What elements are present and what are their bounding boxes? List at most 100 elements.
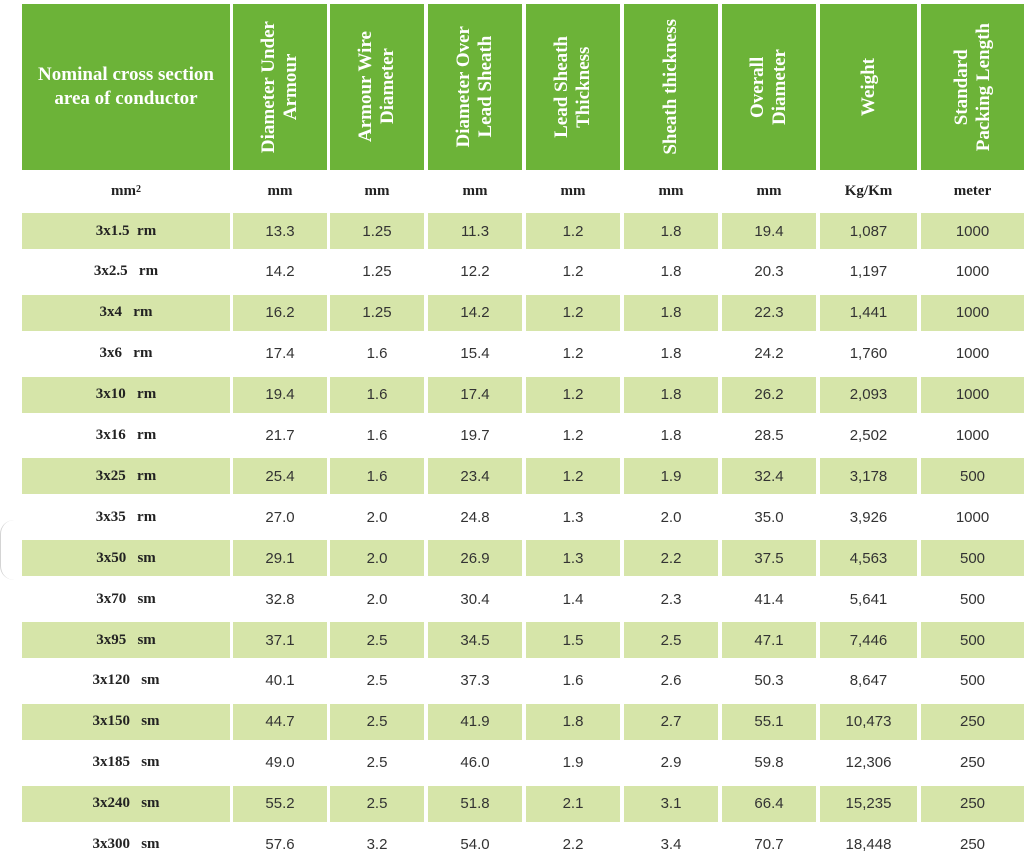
cell-standard-packing-length: 250 xyxy=(959,836,986,853)
unit-standard-packing-length: meter xyxy=(953,182,992,199)
unit-overall-diameter: mm xyxy=(756,182,782,199)
cell-overall-diameter: 22.3 xyxy=(722,294,816,331)
cell-cross-section: 3x4 rm xyxy=(22,294,230,331)
cell-standard-packing-length: 500 xyxy=(921,458,1024,495)
cell-sheath-thickness: 2.6 xyxy=(660,672,682,690)
cell-diameter-under-armour: 16.2 xyxy=(233,294,327,331)
table-row: 3x300 sm 57.6 3.2 54.0 2.2 3.4 70.7 18,448 250 xyxy=(0,827,1024,863)
cell-weight: 12,306 xyxy=(845,754,892,772)
header-standard-packing-length-label: Standard Packing Length xyxy=(950,22,994,152)
cell-weight: 1,197 xyxy=(849,263,888,281)
cell-overall-diameter: 55.1 xyxy=(722,703,816,740)
cell-standard-packing-length: 250 xyxy=(921,703,1024,740)
cell-lead-sheath-thickness: 1.2 xyxy=(562,263,584,281)
cell-overall-diameter: 26.2 xyxy=(722,376,816,413)
cell-sheath-thickness: 1.8 xyxy=(660,345,682,363)
cell-diameter-under-armour: 17.4 xyxy=(265,345,295,363)
unit-lead-sheath-thickness: mm xyxy=(560,182,586,199)
cell-armour-wire-diameter: 1.6 xyxy=(366,345,388,363)
header-armour-wire-diameter-label: Armour Wire Diameter xyxy=(355,31,398,143)
cell-lead-sheath-thickness: 1.2 xyxy=(526,458,620,495)
cell-weight: 4,563 xyxy=(820,540,917,577)
cell-armour-wire-diameter: 2.5 xyxy=(330,622,424,658)
cell-sheath-thickness: 2.7 xyxy=(624,703,718,740)
cell-lead-sheath-thickness: 1.9 xyxy=(562,754,584,772)
header-diameter-under-armour-label: Diameter Under Armour xyxy=(258,20,301,154)
unit-sheath-thickness: mm xyxy=(658,182,684,199)
cell-standard-packing-length: 1000 xyxy=(921,376,1024,413)
cell-armour-wire-diameter: 2.0 xyxy=(330,540,424,577)
cell-overall-diameter: 19.4 xyxy=(722,213,816,249)
cell-weight: 5,641 xyxy=(849,590,888,608)
cell-sheath-thickness: 1.9 xyxy=(624,458,718,495)
cell-sheath-thickness: 2.0 xyxy=(660,508,682,526)
cell-diameter-over-lead-sheath: 15.4 xyxy=(460,345,490,363)
cell-sheath-thickness: 1.8 xyxy=(624,213,718,249)
cell-sheath-thickness: 2.3 xyxy=(660,590,682,608)
cell-standard-packing-length: 500 xyxy=(959,590,986,608)
cell-sheath-thickness: 3.1 xyxy=(624,785,718,822)
cell-armour-wire-diameter: 1.6 xyxy=(330,458,424,495)
header-diameter-over-lead-sheath-label: Diameter Over Lead Sheath xyxy=(453,26,496,148)
header-weight-label: Weight xyxy=(857,57,879,117)
cell-overall-diameter: 47.1 xyxy=(722,622,816,658)
cell-armour-wire-diameter: 1.6 xyxy=(366,427,388,444)
header-weight: Weight xyxy=(820,4,917,170)
cell-lead-sheath-thickness: 1.5 xyxy=(526,622,620,658)
table-row: 3x50 sm 29.1 2.0 26.9 1.3 2.2 37.5 4,563 500 xyxy=(0,540,1024,577)
cell-armour-wire-diameter: 3.2 xyxy=(366,836,388,853)
cell-diameter-over-lead-sheath: 34.5 xyxy=(428,622,522,658)
cell-diameter-over-lead-sheath: 30.4 xyxy=(460,590,490,608)
cell-standard-packing-length: 1000 xyxy=(921,213,1024,249)
cell-lead-sheath-thickness: 1.6 xyxy=(562,672,584,690)
cell-armour-wire-diameter: 2.5 xyxy=(366,672,388,690)
cell-standard-packing-length: 1000 xyxy=(955,427,990,444)
cell-overall-diameter: 70.7 xyxy=(754,836,784,853)
table-row: 3x10 rm 19.4 1.6 17.4 1.2 1.8 26.2 2,093 1000 xyxy=(0,376,1024,413)
cell-lead-sheath-thickness: 1.2 xyxy=(526,213,620,249)
cell-overall-diameter: 28.5 xyxy=(754,427,784,444)
cell-cross-section: 3x150 sm xyxy=(22,703,230,740)
header-cross-section-label: Nominal cross section area of conductor xyxy=(38,64,214,109)
cell-weight: 3,178 xyxy=(820,458,917,495)
cell-diameter-under-armour: 57.6 xyxy=(265,836,295,853)
cell-armour-wire-diameter: 2.5 xyxy=(366,754,388,772)
cell-cross-section: 3x2.5 rm xyxy=(93,263,159,280)
table-row: 3x35 rm 27.0 2.0 24.8 1.3 2.0 35.0 3,926 1000 xyxy=(0,499,1024,535)
header-diameter-under-armour: Diameter Under Armour xyxy=(233,4,327,170)
cell-diameter-under-armour: 32.8 xyxy=(265,590,295,608)
cell-diameter-over-lead-sheath: 51.8 xyxy=(428,785,522,822)
header-sheath-thickness-label: Sheath thickness xyxy=(660,19,681,155)
cell-diameter-over-lead-sheath: 37.3 xyxy=(460,672,490,690)
cell-lead-sheath-thickness: 1.2 xyxy=(562,427,584,444)
cell-standard-packing-length: 1000 xyxy=(921,294,1024,331)
cell-weight: 3,926 xyxy=(849,508,888,526)
cell-armour-wire-diameter: 1.6 xyxy=(330,376,424,413)
cell-overall-diameter: 41.4 xyxy=(754,590,784,608)
cell-overall-diameter: 35.0 xyxy=(754,508,784,526)
cell-diameter-under-armour: 25.4 xyxy=(233,458,327,495)
cell-diameter-under-armour: 55.2 xyxy=(233,785,327,822)
unit-diameter-under-armour: mm xyxy=(267,182,293,199)
cell-cross-section: 3x185 sm xyxy=(92,754,160,771)
cell-diameter-over-lead-sheath: 54.0 xyxy=(460,836,490,853)
cell-diameter-under-armour: 21.7 xyxy=(265,427,295,444)
cell-armour-wire-diameter: 1.25 xyxy=(330,213,424,249)
table-row: 3x2.5 rm 14.2 1.25 12.2 1.2 1.8 20.3 1,197 1000 xyxy=(0,254,1024,290)
cell-standard-packing-length: 250 xyxy=(959,754,986,772)
table-row: 3x6 rm 17.4 1.6 15.4 1.2 1.8 24.2 1,760 1000 xyxy=(0,336,1024,372)
table-row: 3x95 sm 37.1 2.5 34.5 1.5 2.5 47.1 7,446 500 xyxy=(0,622,1024,658)
cell-sheath-thickness: 1.8 xyxy=(660,427,682,444)
cell-overall-diameter: 66.4 xyxy=(722,785,816,822)
header-overall-diameter: Overall Diameter xyxy=(722,4,816,170)
cell-cross-section: 3x1.5 rm xyxy=(22,213,230,249)
cell-overall-diameter: 37.5 xyxy=(722,540,816,577)
cell-weight: 2,502 xyxy=(849,427,888,444)
cell-lead-sheath-thickness: 1.8 xyxy=(526,703,620,740)
cell-cross-section: 3x95 sm xyxy=(22,622,230,658)
header-cross-section: Nominal cross section area of conductor xyxy=(22,4,230,170)
cell-diameter-under-armour: 29.1 xyxy=(233,540,327,577)
table-row: 3x120 sm 40.1 2.5 37.3 1.6 2.6 50.3 8,647 500 xyxy=(0,663,1024,699)
cell-overall-diameter: 50.3 xyxy=(754,672,784,690)
